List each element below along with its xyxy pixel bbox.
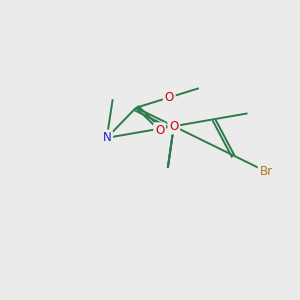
Text: O: O <box>155 124 164 137</box>
Text: N: N <box>102 131 111 144</box>
Text: O: O <box>165 91 174 104</box>
Text: O: O <box>169 120 178 133</box>
Text: Br: Br <box>260 165 273 178</box>
